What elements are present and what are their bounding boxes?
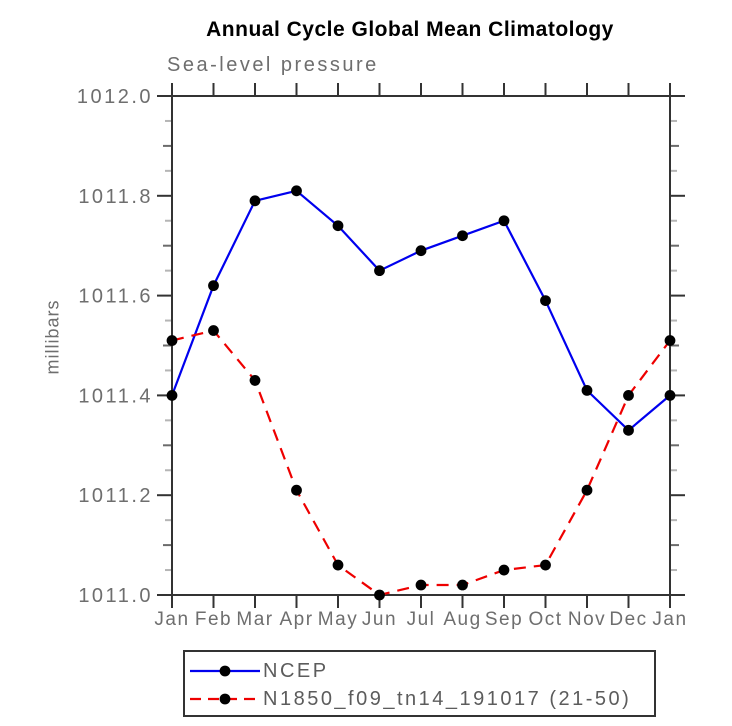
series-marker-1 — [457, 579, 468, 591]
x-tick-label: Oct — [528, 609, 562, 630]
series-marker-0 — [415, 245, 427, 257]
x-tick-label: Nov — [568, 609, 606, 630]
series-marker-1 — [581, 484, 593, 496]
series-marker-1 — [332, 559, 344, 571]
y-axis-label: millibars — [42, 299, 63, 375]
legend-label: NCEP — [263, 660, 329, 683]
series-marker-1 — [664, 335, 676, 346]
series-marker-0 — [332, 220, 344, 232]
series-marker-0 — [291, 185, 302, 197]
y-tick-label: 1011.8 — [78, 186, 153, 208]
series-line-1 — [171, 329, 671, 597]
y-tick-label: 1011.0 — [78, 585, 153, 607]
legend-line-sample-solid — [190, 665, 260, 677]
y-tick-label: 1011.6 — [78, 286, 153, 308]
chart-title: Annual Cycle Global Mean Climatology — [206, 18, 614, 41]
series-marker-1 — [208, 325, 219, 336]
series-marker-0 — [249, 195, 261, 207]
series-marker-1 — [540, 559, 551, 571]
legend-line-sample-dashed — [190, 693, 260, 705]
series-marker-1 — [415, 579, 427, 591]
series-marker-0 — [374, 265, 385, 277]
series-marker-0 — [581, 385, 593, 396]
y-tick-label: 1011.4 — [78, 385, 153, 407]
series-marker-0 — [540, 295, 551, 306]
legend-entry-ncep: NCEP — [189, 660, 654, 682]
x-tick-label: Jun — [362, 609, 397, 630]
x-tick-label: Sep — [485, 609, 523, 630]
x-tick-label: Mar — [236, 609, 273, 630]
series-marker-1 — [166, 335, 178, 346]
series-marker-1 — [623, 390, 634, 401]
plot-frame — [171, 95, 671, 596]
series-marker-1 — [498, 564, 510, 576]
series-marker-0 — [498, 215, 510, 227]
chart-subtitle: Sea-level pressure — [167, 54, 379, 76]
x-tick-label: Jan — [154, 609, 189, 630]
series-marker-1 — [291, 484, 302, 496]
series-line-0 — [170, 189, 671, 432]
x-tick-label: Jan — [652, 609, 687, 630]
legend-sample-marker — [219, 693, 231, 705]
y-tick-label: 1011.2 — [78, 485, 153, 507]
legend-label: N1850_f09_tn14_191017 (21-50) — [263, 687, 632, 710]
series-marker-0 — [457, 230, 468, 242]
x-tick-label: Apr — [279, 609, 313, 630]
legend: NCEP N1850_f09_tn14_191017 (21-50) — [183, 650, 656, 717]
legend-entry-model: N1850_f09_tn14_191017 (21-50) — [189, 688, 654, 710]
y-tick-label: 1012.0 — [77, 86, 153, 108]
series-marker-0 — [166, 390, 178, 401]
series-marker-1 — [374, 589, 385, 601]
x-tick-label: Feb — [195, 609, 232, 630]
legend-sample-marker — [219, 665, 231, 677]
series-marker-1 — [249, 375, 261, 386]
x-tick-label: Aug — [443, 609, 481, 630]
series-marker-0 — [208, 280, 219, 292]
series-marker-0 — [623, 424, 634, 436]
x-tick-label: May — [318, 609, 358, 630]
x-tick-label: Dec — [609, 609, 647, 630]
series-marker-0 — [664, 390, 676, 401]
x-tick-label: Jul — [407, 609, 436, 630]
